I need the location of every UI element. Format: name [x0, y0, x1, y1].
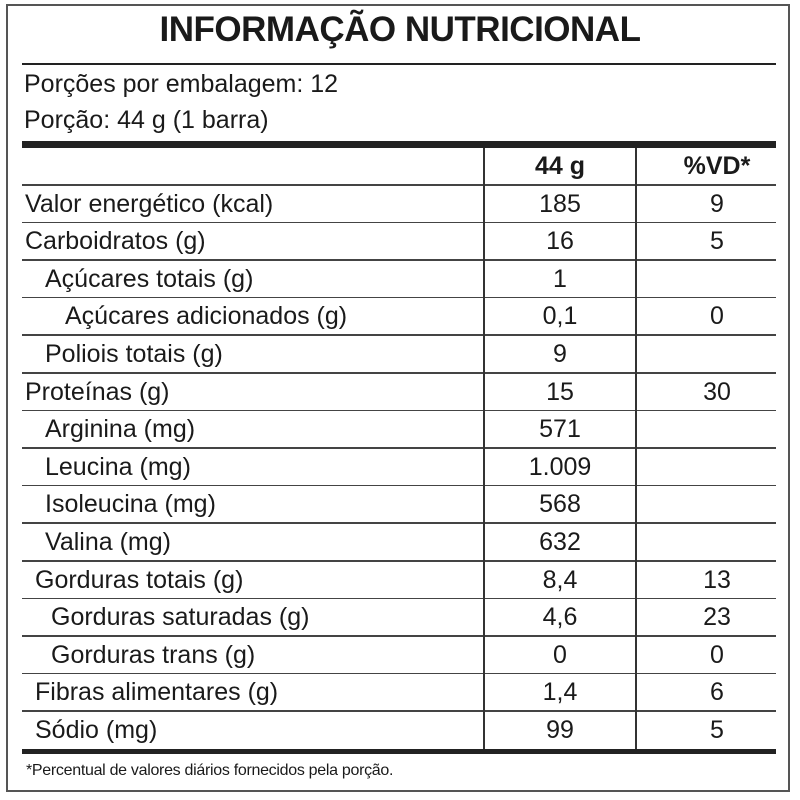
nutrient-dv: 6	[710, 678, 724, 707]
nutrient-amount: 1	[553, 264, 567, 293]
serving-size: Porção: 44 g (1 barra)	[24, 106, 269, 134]
row-divider	[22, 522, 776, 524]
nutrient-amount: 15	[546, 377, 574, 406]
nutrient-row: Isoleucina (mg) 568	[22, 486, 776, 524]
nutrient-dv: 9	[710, 189, 724, 218]
nutrient-row: Açúcares totais (g) 1	[22, 261, 776, 299]
row-divider	[22, 447, 776, 449]
nutrient-row: Gorduras totais (g) 8,4 13	[22, 562, 776, 600]
column-divider-amount	[483, 148, 485, 751]
row-divider	[22, 484, 776, 487]
thick-divider-bottom	[22, 749, 776, 754]
nutrient-label: Arginina (mg)	[45, 415, 196, 444]
label-frame	[6, 4, 790, 792]
row-divider	[22, 259, 776, 261]
nutrient-label: Carboidratos (g)	[25, 227, 206, 256]
nutrient-label: Açúcares adicionados (g)	[65, 302, 348, 331]
nutrient-label: Gorduras trans (g)	[51, 640, 256, 669]
title-divider	[22, 63, 776, 65]
nutrient-amount: 8,4	[542, 565, 578, 594]
nutrient-row: Poliois totais (g) 9	[22, 336, 776, 374]
row-divider	[22, 296, 776, 299]
nutrient-label: Gorduras saturadas (g)	[51, 603, 310, 632]
nutrient-label: Valor energético (kcal)	[25, 189, 274, 218]
nutrient-label: Açúcares totais (g)	[45, 264, 254, 293]
nutrient-amount: 0	[553, 640, 567, 669]
nutrient-label: Sódio (mg)	[35, 716, 158, 744]
servings-per-package: Porções por embalagem: 12	[24, 70, 339, 98]
row-divider	[22, 560, 776, 562]
row-divider	[22, 184, 776, 186]
dv-column-header: %VD*	[683, 152, 751, 180]
nutrient-label: Valina (mg)	[45, 528, 171, 556]
nutrient-amount: 571	[539, 415, 581, 444]
nutrient-row: Valor energético (kcal) 185 9	[22, 186, 776, 224]
nutrient-dv: 0	[710, 640, 724, 669]
nutrient-row: Fibras alimentares (g) 1,4 6	[22, 674, 776, 712]
amount-column-header: 44 g	[534, 152, 586, 180]
nutrient-dv: 13	[703, 565, 731, 594]
nutrient-label: Poliois totais (g)	[45, 340, 223, 368]
row-divider	[22, 710, 776, 712]
nutrient-amount: 16	[546, 227, 574, 256]
nutrient-label: Isoleucina (mg)	[45, 490, 216, 519]
column-divider-dv	[635, 148, 637, 751]
nutrient-dv: 30	[703, 377, 731, 406]
nutrient-label: Leucina (mg)	[45, 452, 191, 481]
nutrient-label: Proteínas (g)	[25, 377, 170, 406]
nutrient-dv: 5	[710, 716, 724, 744]
nutrient-amount: 1.009	[528, 452, 592, 481]
nutrient-row: Valina (mg) 632	[22, 524, 776, 562]
nutrient-dv: 23	[703, 603, 731, 632]
nutrient-dv: 0	[710, 302, 724, 331]
nutrient-amount: 185	[539, 189, 581, 218]
row-divider	[22, 597, 776, 600]
nutrient-row: Gorduras saturadas (g) 4,6 23	[22, 599, 776, 637]
footnote: *Percentual de valores diários fornecido…	[26, 762, 394, 779]
nutrient-label: Fibras alimentares (g)	[35, 678, 279, 707]
nutrient-amount: 4,6	[542, 603, 578, 632]
column-header-row: 44 g %VD*	[22, 148, 776, 186]
label-title: INFORMAÇÃO NUTRICIONAL	[159, 10, 641, 49]
nutrient-row: Açúcares adicionados (g) 0,1 0	[22, 298, 776, 336]
row-divider	[22, 221, 776, 224]
nutrient-amount: 9	[553, 340, 567, 368]
row-divider	[22, 409, 776, 412]
nutrient-amount: 632	[539, 528, 581, 556]
nutrient-row: Leucina (mg) 1.009	[22, 449, 776, 487]
thick-divider-top	[22, 141, 776, 148]
row-divider	[22, 672, 776, 675]
nutrient-amount: 99	[546, 716, 574, 744]
nutrient-amount: 568	[539, 490, 581, 519]
nutrient-amount: 1,4	[542, 678, 578, 707]
nutrient-label: Gorduras totais (g)	[35, 565, 244, 594]
nutrient-dv: 5	[710, 227, 724, 256]
nutrient-row: Gorduras trans (g) 0 0	[22, 637, 776, 675]
row-divider	[22, 635, 776, 637]
row-divider	[22, 334, 776, 336]
nutrient-row: Sódio (mg) 99 5	[22, 712, 776, 750]
nutrient-row: Arginina (mg) 571	[22, 411, 776, 449]
row-divider	[22, 372, 776, 374]
nutrient-row: Carboidratos (g) 16 5	[22, 223, 776, 261]
nutrient-amount: 0,1	[542, 302, 578, 331]
nutrient-row: Proteínas (g) 15 30	[22, 374, 776, 412]
